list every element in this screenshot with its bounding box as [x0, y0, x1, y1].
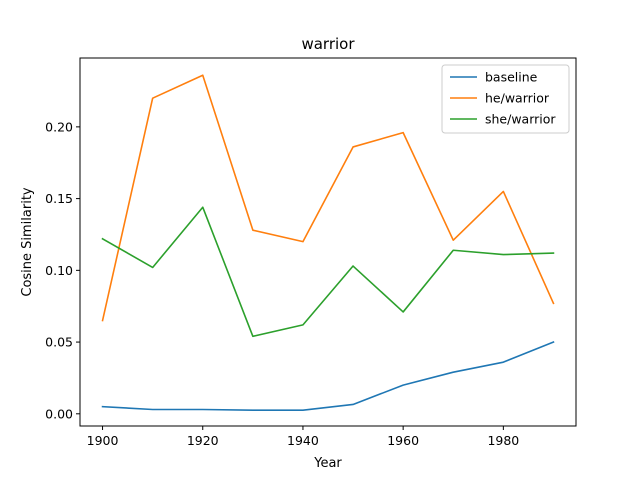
y-tick-label: 0.20 [45, 119, 73, 134]
y-axis-ticks: 0.00 0.05 0.10 0.15 0.20 [45, 119, 80, 421]
legend-box [441, 64, 570, 134]
x-tick-label: 1940 [287, 433, 319, 448]
series-line-baseline [101, 341, 555, 412]
y-tick-label: 0.05 [45, 335, 73, 350]
y-axis-label: Cosine Similarity [20, 187, 35, 297]
chart-title: warrior [301, 35, 355, 53]
x-tick-label: 1980 [487, 433, 519, 448]
legend: baseline he/warrior she/warrior [441, 64, 570, 134]
plot-frame [79, 57, 577, 427]
legend-label: he/warrior [485, 91, 550, 106]
legend-label: baseline [485, 70, 538, 85]
y-tick-label: 0.00 [45, 406, 73, 421]
x-tick-label: 1900 [87, 433, 119, 448]
x-tick-label: 1920 [187, 433, 219, 448]
series-line-he-warrior [101, 74, 555, 322]
y-tick-label: 0.10 [45, 263, 73, 278]
series-layer [101, 74, 555, 412]
series-line-she-warrior [101, 206, 555, 338]
x-tick-label: 1960 [387, 433, 419, 448]
x-axis-label: Year [313, 456, 342, 471]
x-axis-ticks: 1900 1920 1940 1960 1980 [87, 426, 519, 448]
y-tick-label: 0.15 [45, 191, 73, 206]
legend-label: she/warrior [485, 112, 556, 127]
